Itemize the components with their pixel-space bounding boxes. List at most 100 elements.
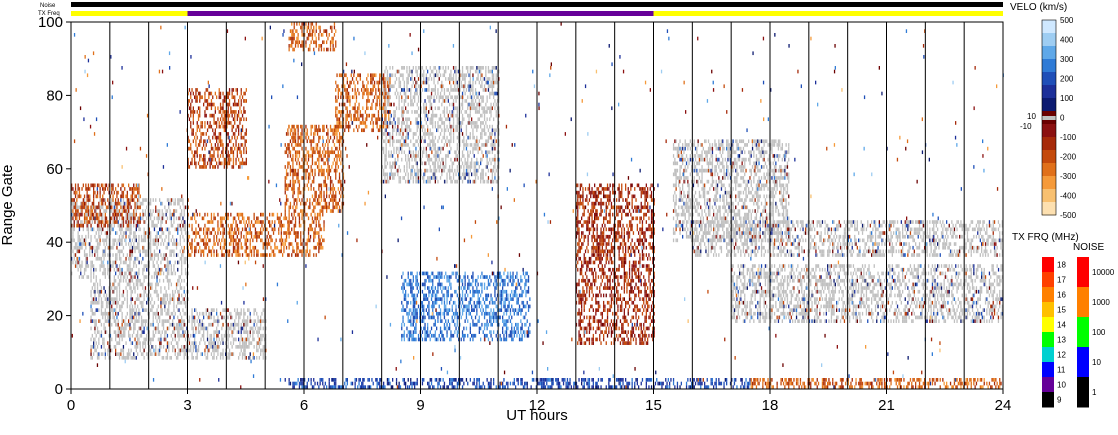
scatter-cell: [148, 311, 150, 316]
region-red-band-7-8: [335, 73, 391, 133]
scatter-cell: [392, 154, 394, 158]
scatter-cell: [284, 179, 286, 184]
scatter-cell: [270, 245, 272, 250]
scatter-cell: [379, 91, 381, 96]
scatter-cell: [156, 253, 158, 257]
scatter-cell: [260, 319, 262, 323]
scatter-cell: [103, 249, 105, 254]
scatter-cell: [427, 88, 429, 92]
scatter-cell: [116, 231, 118, 235]
scatter-cell: [195, 345, 197, 349]
scatter-cell: [336, 99, 338, 103]
scatter-cell: [449, 117, 451, 122]
scatter-cell: [323, 190, 325, 195]
scatter-cell: [116, 212, 118, 217]
scatter-cell: [236, 311, 238, 316]
scatter-cell: [297, 135, 299, 140]
scatter-cell: [301, 198, 303, 202]
scatter-cell: [107, 260, 109, 265]
scatter-cell: [90, 315, 92, 320]
scatter-cell: [438, 157, 440, 162]
scatter-cell: [166, 333, 169, 338]
scatter-cell: [407, 157, 409, 162]
scatter-cell: [208, 348, 210, 353]
scatter-cell: [129, 311, 131, 316]
scatter-cell: [476, 66, 478, 70]
scatter-cell: [478, 165, 480, 169]
scatter-cell: [98, 183, 100, 188]
scatter-cell: [74, 201, 77, 206]
scatter-cell: [174, 289, 176, 294]
scatter-cell: [370, 73, 372, 78]
scatter-cell: [256, 253, 258, 257]
scatter-cell: [449, 77, 451, 81]
scatter-cell: [247, 231, 249, 235]
scatter-cell: [412, 135, 414, 140]
scatter-cell: [71, 223, 73, 228]
scatter-cell: [162, 278, 165, 283]
scatter-cell: [403, 165, 405, 169]
scatter-cell: [169, 216, 171, 221]
scatter-cell: [73, 205, 75, 210]
scatter-cell: [443, 124, 446, 129]
region-red-band-0-1: [71, 183, 141, 228]
scatter-cell: [249, 227, 251, 232]
scatter-cell: [280, 212, 282, 217]
scatter-cell: [175, 227, 178, 232]
scatter-cell: [186, 352, 188, 356]
scatter-cell: [156, 245, 158, 250]
scatter-cell: [300, 231, 302, 235]
scatter-cell: [480, 95, 482, 100]
scatter-cell: [332, 205, 334, 210]
scatter-cell: [253, 308, 255, 312]
scatter-cell: [366, 124, 368, 129]
scatter-cell: [209, 220, 211, 224]
scatter-cell: [388, 124, 390, 129]
scatter-cell: [341, 190, 343, 195]
scatter-cell: [95, 194, 97, 199]
scatter-cell: [108, 311, 110, 316]
scatter-cell: [78, 205, 81, 210]
scatter-cell: [333, 132, 336, 136]
scatter-cell: [122, 278, 125, 283]
scatter-cell: [109, 260, 112, 265]
scatter-cell: [445, 161, 447, 166]
scatter-cell: [89, 216, 91, 221]
scatter-cell: [309, 238, 311, 243]
scatter-cell: [420, 95, 422, 100]
scatter-cell: [204, 352, 206, 356]
scatter-cell: [85, 183, 87, 188]
scatter-cell: [439, 91, 442, 96]
scatter-cell: [133, 183, 135, 188]
scatter-cell: [248, 337, 250, 342]
scatter-cell: [468, 154, 470, 158]
scatter-cell: [116, 322, 118, 327]
scatter-cell: [452, 77, 455, 81]
scatter-cell: [261, 220, 263, 224]
scatter-cell: [450, 157, 452, 162]
scatter-cell: [458, 161, 460, 166]
scatter-cell: [213, 212, 215, 217]
scatter-cell: [144, 264, 147, 268]
scatter-cell: [306, 183, 308, 188]
scatter-cell: [407, 73, 409, 78]
scatter-cell: [249, 330, 251, 334]
scatter-cell: [292, 216, 294, 221]
scatter-cell: [362, 128, 364, 133]
scatter-cell: [443, 168, 446, 173]
scatter-cell: [465, 139, 468, 144]
scatter-cell: [389, 143, 391, 147]
scatter-cell: [486, 95, 488, 100]
scatter-cell: [115, 348, 117, 353]
scatter-cell: [318, 154, 320, 158]
scatter-cell: [74, 194, 77, 199]
scatter-cell: [245, 231, 247, 235]
scatter-cell: [368, 113, 370, 118]
scatter-cell: [467, 154, 469, 158]
scatter-cell: [485, 102, 487, 107]
scatter-cell: [192, 348, 194, 353]
scatter-cell: [172, 234, 174, 239]
scatter-cell: [407, 172, 409, 177]
scatter-cell: [459, 135, 461, 140]
scatter-cell: [455, 66, 457, 70]
